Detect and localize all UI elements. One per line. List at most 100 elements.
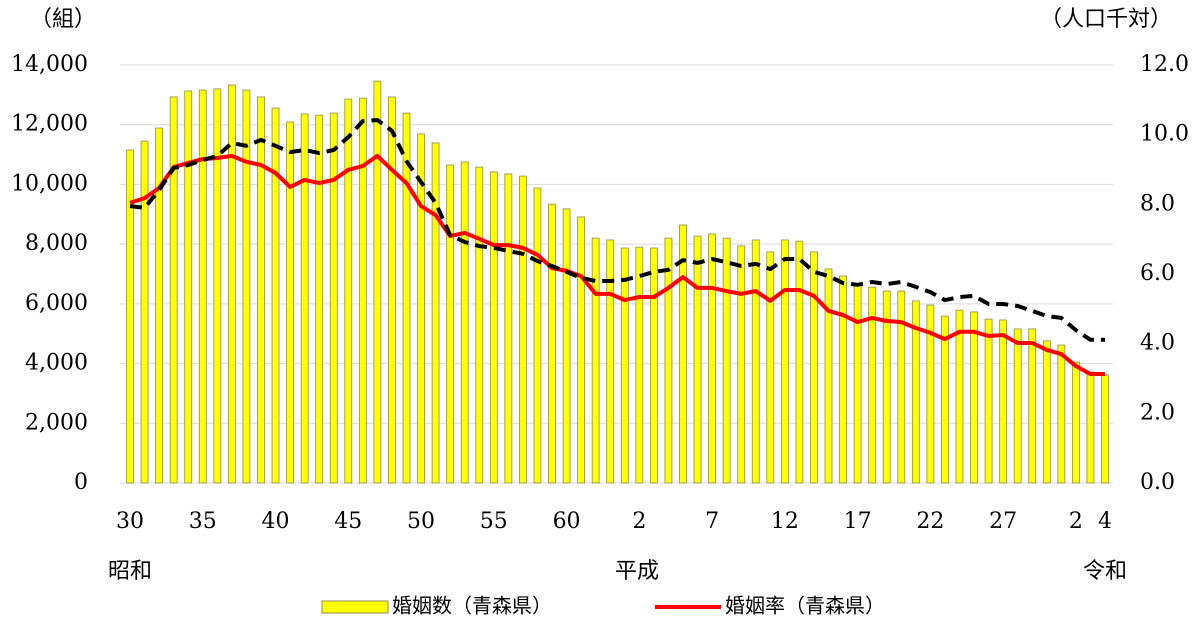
- bar: [882, 290, 891, 484]
- bar: [955, 309, 964, 484]
- era-label: 令和: [1083, 559, 1127, 584]
- bar: [533, 187, 542, 484]
- bar: [999, 319, 1008, 484]
- bar: [766, 251, 775, 484]
- bar: [635, 246, 644, 484]
- bar: [286, 121, 294, 484]
- x-tick-label: 7: [705, 509, 719, 534]
- legend-label: 婚姻率（青森県）: [725, 594, 885, 618]
- bar: [1101, 374, 1109, 484]
- bar: [693, 235, 702, 484]
- bar: [373, 80, 382, 484]
- y-tick-label: 10,000: [11, 171, 88, 196]
- x-tick-label: 35: [189, 509, 217, 534]
- bar: [548, 203, 556, 484]
- y2-tick-label: 0.0: [1140, 470, 1175, 495]
- bar: [664, 237, 673, 484]
- bar: [1071, 361, 1080, 484]
- x-tick-label: 2: [632, 509, 646, 534]
- bar: [810, 251, 818, 484]
- era-label: 昭和: [108, 559, 152, 584]
- era-label: 平成: [615, 559, 659, 584]
- x-tick-label: 55: [480, 509, 508, 534]
- bar: [140, 140, 149, 484]
- bar: [126, 149, 134, 484]
- bar: [795, 240, 804, 484]
- y-unit: （組）: [30, 7, 96, 32]
- bar: [460, 161, 469, 484]
- bar: [577, 216, 586, 484]
- x-tick-label: 40: [262, 509, 290, 534]
- bar: [1042, 340, 1051, 484]
- bar: [780, 239, 789, 484]
- bar: [911, 300, 920, 484]
- bar: [344, 98, 353, 484]
- bar: [970, 311, 978, 484]
- bar: [839, 275, 847, 484]
- bar: [751, 239, 760, 484]
- bar: [897, 290, 906, 484]
- x-tick-label: 17: [844, 509, 872, 534]
- bar: [300, 113, 309, 484]
- bar: [271, 107, 280, 484]
- y-tick-label: 4,000: [25, 351, 88, 376]
- bar: [315, 114, 324, 484]
- y2-tick-label: 4.0: [1140, 331, 1175, 356]
- bar: [1028, 328, 1037, 484]
- bar: [329, 112, 338, 484]
- bar: [868, 286, 877, 484]
- bar: [853, 284, 862, 484]
- y2-tick-label: 2.0: [1140, 400, 1175, 425]
- bar: [227, 84, 236, 484]
- y2-tick-label: 6.0: [1140, 261, 1175, 286]
- bar: [926, 304, 935, 484]
- bar: [155, 127, 164, 484]
- bar: [824, 268, 833, 484]
- bar: [679, 224, 687, 484]
- bar: [519, 175, 527, 484]
- bar: [446, 164, 455, 484]
- bar: [562, 208, 571, 484]
- bar: [358, 97, 367, 484]
- y-tick-label: 12,000: [11, 112, 88, 137]
- y-tick-label: 6,000: [25, 291, 88, 316]
- y-tick-label: 14,000: [11, 52, 88, 77]
- y2-tick-label: 8.0: [1140, 191, 1175, 216]
- legend-label: 婚姻数（青森県）: [392, 594, 552, 618]
- x-tick-label: 60: [553, 509, 581, 534]
- bar: [198, 89, 207, 484]
- bar: [606, 239, 615, 484]
- bar: [475, 166, 484, 484]
- bar: [1086, 371, 1095, 484]
- bar: [649, 247, 658, 484]
- bar: [242, 89, 251, 484]
- bar: [1013, 328, 1022, 484]
- bar: [984, 318, 993, 484]
- y-tick-label: 8,000: [25, 231, 88, 256]
- x-tick-label: 2: [1069, 509, 1083, 534]
- legend-swatch: [321, 600, 389, 614]
- bar: [402, 112, 411, 484]
- bar: [489, 171, 498, 484]
- y2-unit: （人口千対）: [1040, 7, 1172, 32]
- bar: [213, 88, 222, 484]
- bar: [431, 142, 440, 484]
- bar: [591, 237, 600, 484]
- y2-tick-label: 12.0: [1140, 52, 1189, 77]
- bar: [941, 315, 949, 484]
- y2-tick-label: 10.0: [1140, 122, 1189, 147]
- bar: [257, 96, 265, 484]
- bar: [388, 96, 396, 484]
- bar: [708, 233, 716, 484]
- bar: [184, 90, 193, 484]
- y-tick-label: 0: [74, 470, 88, 495]
- x-tick-label: 4: [1098, 509, 1112, 534]
- bar: [722, 237, 731, 484]
- y-tick-label: 2,000: [25, 410, 88, 435]
- bar: [504, 173, 513, 484]
- bar: [620, 247, 629, 484]
- x-tick-label: 12: [771, 509, 799, 534]
- line: [129, 153, 1105, 376]
- bar: [1057, 344, 1066, 484]
- x-tick-label: 50: [407, 509, 435, 534]
